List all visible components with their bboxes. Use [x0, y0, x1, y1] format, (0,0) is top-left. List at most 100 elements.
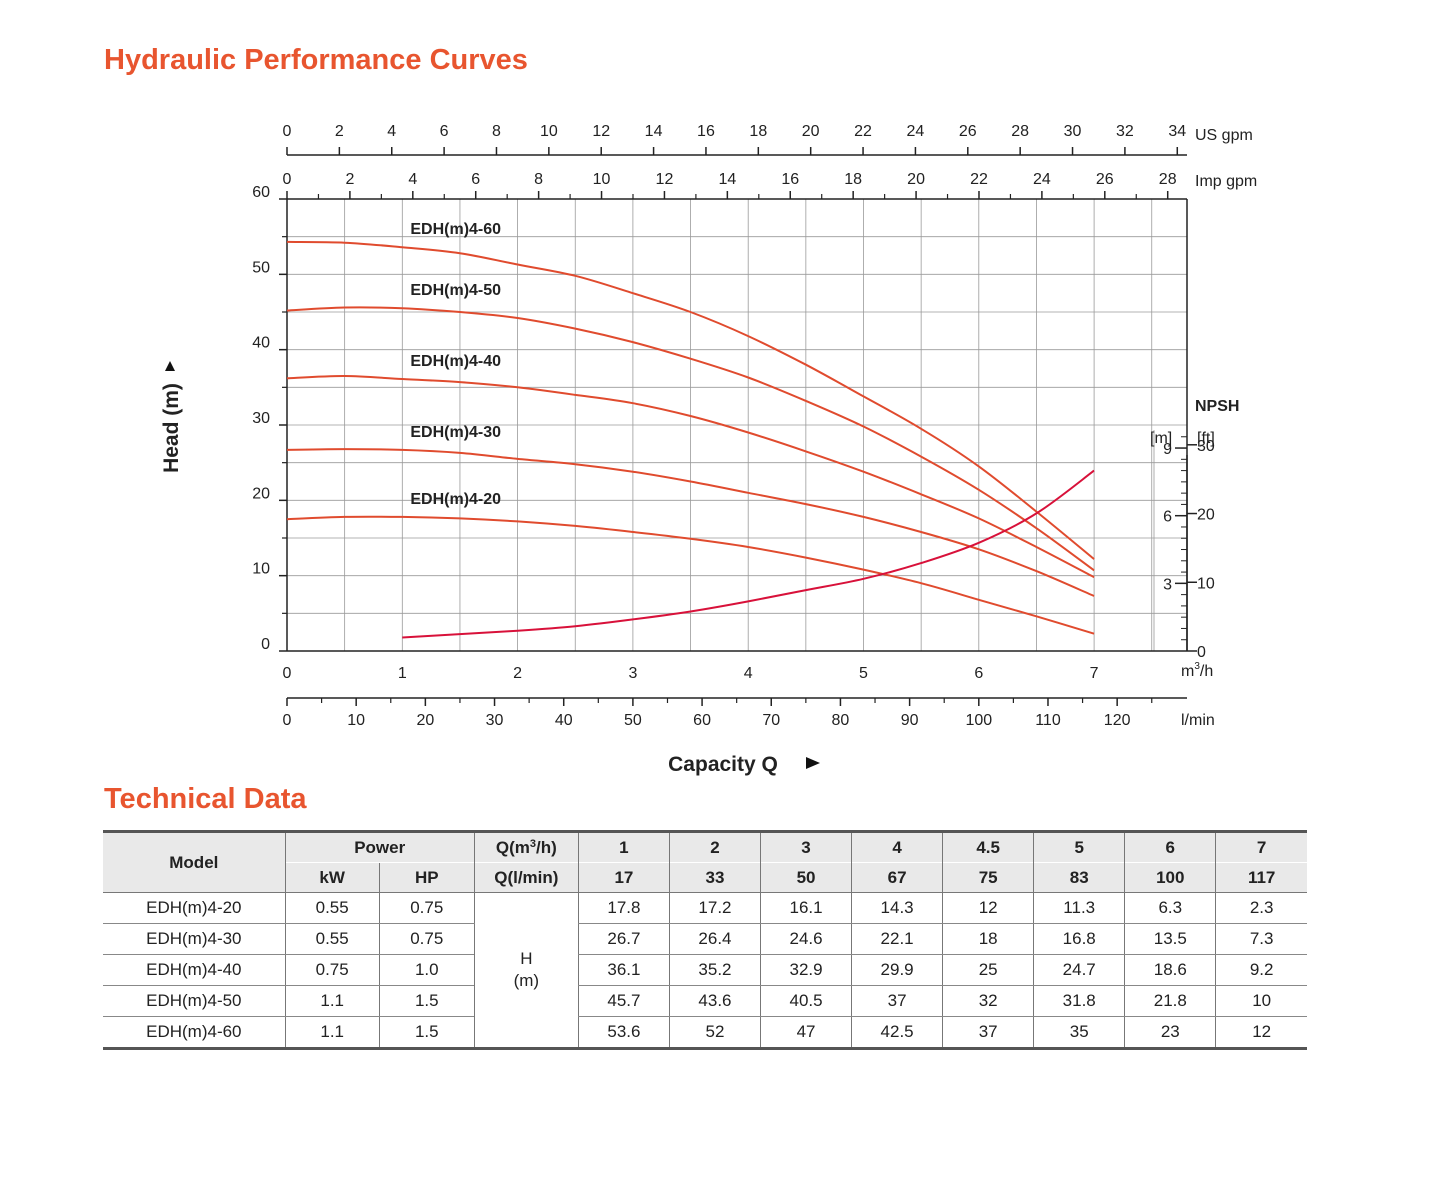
x-tick-label-impgpm: 24	[1033, 171, 1051, 188]
x-tick-label-m3h: 1	[398, 665, 407, 682]
kw-header: kW	[284, 862, 380, 893]
head-cell: 10	[1215, 985, 1307, 1017]
y-tick-label: 0	[261, 636, 270, 653]
y-tick-label: 40	[252, 335, 270, 352]
x-tick-label-impgpm: 6	[471, 171, 480, 188]
head-cell: 21.8	[1124, 985, 1216, 1017]
model-cell: EDH(m)4-20	[103, 892, 286, 924]
head-label-cell: H (m)	[473, 892, 579, 1050]
x-unit-impgpm: Imp gpm	[1195, 173, 1257, 190]
x-tick-label-usgpm: 0	[283, 123, 292, 140]
x-tick-label-impgpm: 28	[1159, 171, 1177, 188]
hp-cell: 1.0	[378, 954, 475, 986]
head-cell: 9.2	[1215, 954, 1307, 986]
x-tick-label-m3h: 3	[628, 665, 637, 682]
head-curve	[286, 306, 1095, 572]
head-curve	[286, 515, 1095, 635]
q-lmin-cell: 117	[1215, 862, 1307, 893]
table-row: EDH(m)4-30 0.55 0.75 26.7 26.4 24.6 22.1…	[103, 923, 1307, 955]
head-cell: 37	[942, 1016, 1034, 1050]
q-m3h-cell: 3	[759, 830, 852, 863]
model-cell: EDH(m)4-40	[103, 954, 286, 986]
x-tick-label-m3h: 5	[859, 665, 868, 682]
head-cell: 18.6	[1124, 954, 1216, 986]
q-lmin-cell: 67	[851, 862, 943, 893]
q-lmin-cell: 33	[668, 862, 761, 893]
x-tick-label-impgpm: 12	[656, 171, 674, 188]
head-cell: 2.3	[1215, 892, 1307, 924]
kw-cell: 0.75	[284, 954, 380, 986]
curve-label: EDH(m)4-40	[410, 353, 501, 370]
curves	[286, 240, 1095, 639]
x-axis-arrow-icon	[806, 757, 820, 769]
q-lmin-cell: 75	[942, 862, 1034, 893]
x-tick-label-usgpm: 4	[387, 123, 396, 140]
x-tick-label-usgpm: 10	[540, 123, 558, 140]
x-tick-label-impgpm: 16	[781, 171, 799, 188]
curve-label: EDH(m)4-30	[410, 424, 501, 441]
head-cell: 35.2	[668, 954, 761, 986]
y-axis-arrow-icon	[165, 361, 175, 371]
head-cell: 23	[1124, 1016, 1216, 1050]
head-cell: 31.8	[1033, 985, 1125, 1017]
head-cell: 16.8	[1033, 923, 1125, 955]
y-tick-label: 50	[252, 259, 270, 276]
head-cell: 12	[942, 892, 1034, 924]
head-cell: 18	[942, 923, 1034, 955]
x-tick-label-impgpm: 0	[283, 171, 292, 188]
npsh-tick-label-ft: 20	[1197, 507, 1215, 524]
x-tick-label-impgpm: 26	[1096, 171, 1114, 188]
head-curve	[286, 240, 1095, 560]
head-cell: 17.2	[668, 892, 761, 924]
model-cell: EDH(m)4-50	[103, 985, 286, 1017]
x-tick-label-usgpm: 32	[1116, 123, 1134, 140]
x-tick-label-m3h: 2	[513, 665, 522, 682]
q-lmin-cell: 17	[577, 862, 670, 893]
x-tick-label-lmin: 120	[1104, 712, 1131, 729]
x-unit-m3h: m3/h	[1181, 661, 1213, 680]
x-tick-label-usgpm: 2	[335, 123, 344, 140]
head-cell: 24.7	[1033, 954, 1125, 986]
head-cell: 43.6	[668, 985, 761, 1017]
head-cell: 52	[668, 1016, 761, 1050]
head-cell: 14.3	[851, 892, 943, 924]
x-tick-label-usgpm: 12	[592, 123, 610, 140]
x-tick-label-impgpm: 14	[718, 171, 736, 188]
power-header: Power	[284, 830, 475, 863]
x-tick-label-lmin: 60	[693, 712, 711, 729]
curve-labels: EDH(m)4-60 EDH(m)4-50 EDH(m)4-40 EDH(m)4-30…	[410, 221, 501, 508]
x-tick-label-usgpm: 34	[1168, 123, 1186, 140]
x-tick-label-lmin: 30	[486, 712, 504, 729]
table-row: EDH(m)4-20 0.55 0.75 H (m) 17.8 17.2 16.1…	[103, 892, 1307, 1050]
x-tick-label-impgpm: 18	[844, 171, 862, 188]
grid	[287, 198, 1187, 651]
y-axis-label: Head (m)	[160, 383, 183, 473]
npsh-tick-label-m: 6	[1163, 509, 1172, 526]
x-tick-label-lmin: 40	[555, 712, 573, 729]
y-tick-label: 60	[252, 184, 270, 201]
npsh-unit-m: [m]	[1150, 430, 1172, 447]
hp-header: HP	[378, 862, 475, 893]
x-tick-label-usgpm: 8	[492, 123, 501, 140]
hp-cell: 1.5	[378, 1016, 475, 1050]
head-curve	[286, 374, 1095, 579]
q-m3h-cell: 4	[851, 830, 943, 863]
kw-cell: 0.55	[284, 892, 380, 924]
head-cell: 35	[1033, 1016, 1125, 1050]
x-tick-label-usgpm: 30	[1064, 123, 1082, 140]
curve-label: EDH(m)4-60	[410, 221, 501, 238]
head-cell: 7.3	[1215, 923, 1307, 955]
chart-title: Hydraulic Performance Curves	[104, 44, 528, 76]
head-cell: 47	[759, 1016, 852, 1050]
table-row: EDH(m)4-50 1.1 1.5 45.7 43.6 40.5 37 32 …	[103, 985, 1307, 1017]
x-tick-label-lmin: 110	[1035, 712, 1061, 729]
npsh-tick-label-m: 9	[1163, 441, 1172, 458]
head-cell: 24.6	[759, 923, 852, 955]
head-cell: 6.3	[1124, 892, 1216, 924]
x-tick-label-usgpm: 6	[440, 123, 449, 140]
x-tick-label-m3h: 4	[744, 665, 753, 682]
head-cell: 32.9	[759, 954, 852, 986]
x-tick-label-impgpm: 2	[345, 171, 354, 188]
table-row: EDH(m)4-40 0.75 1.0 36.1 35.2 32.9 29.9 …	[103, 954, 1307, 986]
x-tick-label-lmin: 90	[901, 712, 919, 729]
